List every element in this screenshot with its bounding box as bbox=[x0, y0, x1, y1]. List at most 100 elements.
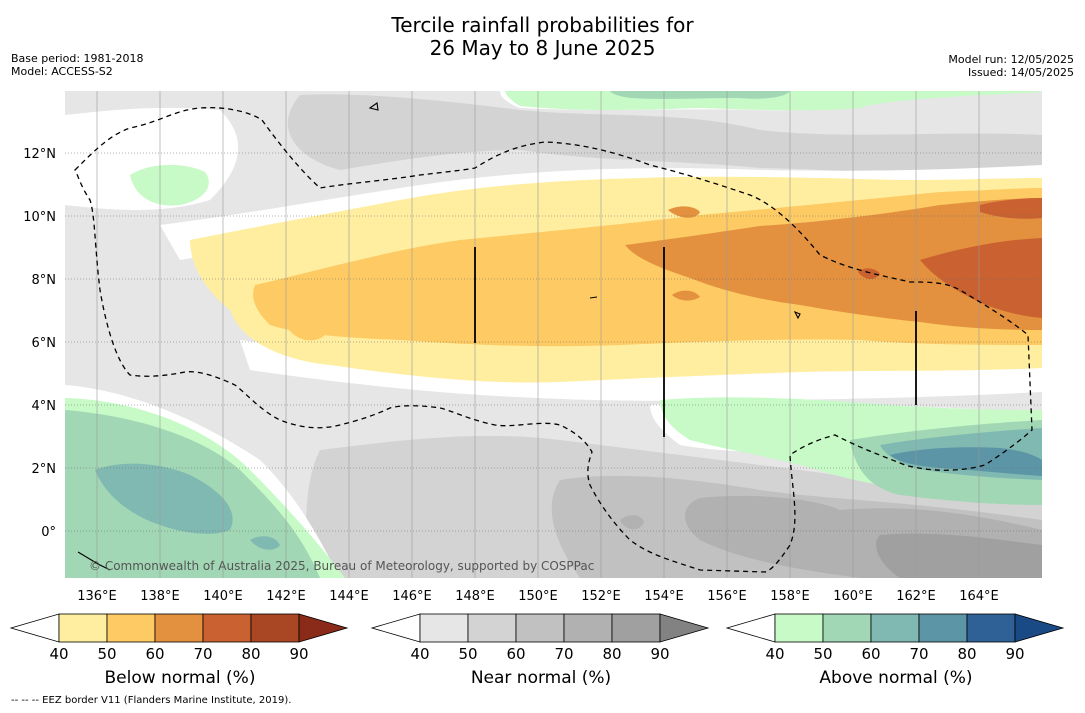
above-colorbar-tick-label: 80 bbox=[957, 645, 976, 663]
chart-title: Tercile rainfall probabilities for 26 Ma… bbox=[0, 14, 1085, 60]
lon-label-148e: 148°E bbox=[455, 589, 495, 604]
lat-label-2n: 2°N bbox=[32, 462, 57, 477]
eez-footnote: -- -- -- EEZ border V11 (Flanders Marine… bbox=[11, 695, 292, 706]
lon-label-140e: 140°E bbox=[203, 589, 243, 604]
lon-label-138e: 138°E bbox=[140, 589, 180, 604]
near-normal-patch-small bbox=[620, 515, 644, 530]
islands bbox=[77, 102, 801, 571]
meta-left: Base period: 1981-2018 Model: ACCESS-S2 bbox=[11, 52, 143, 78]
lon-label-154e: 154°E bbox=[644, 589, 684, 604]
near-colorbar-min-extend bbox=[370, 613, 421, 643]
island-sonsorol bbox=[368, 102, 379, 111]
below-normal-70-band bbox=[920, 238, 1042, 318]
above-colorbar-segment bbox=[918, 613, 968, 643]
near-colorbar-segment bbox=[611, 613, 661, 643]
lat-label-4n: 4°N bbox=[32, 399, 57, 414]
near-colorbar-tick-label: 60 bbox=[506, 645, 525, 663]
near-colorbar-segment bbox=[515, 613, 565, 643]
lon-label-152e: 152°E bbox=[581, 589, 621, 604]
colorbar-near-label: Near normal (%) bbox=[470, 668, 612, 688]
reference-lines bbox=[474, 247, 917, 437]
issued-text: Issued: 14/05/2025 bbox=[967, 66, 1074, 79]
near-colorbar-tick-label: 80 bbox=[602, 645, 621, 663]
above-colorbar-min-extend bbox=[725, 613, 776, 643]
above-colorbar-segment bbox=[774, 613, 824, 643]
below-colorbar-tick-label: 90 bbox=[289, 645, 308, 663]
lat-label-0: 0° bbox=[41, 525, 56, 540]
base-period-text: Base period: 1981-2018 bbox=[11, 52, 144, 65]
colorbar-above-normal: 40 50 60 70 80 90 bbox=[725, 613, 1065, 663]
colorbar-near-normal: 40 50 60 70 80 90 bbox=[370, 613, 710, 663]
below-colorbar-min-extend bbox=[9, 613, 60, 643]
map-panel bbox=[65, 91, 1042, 578]
near-colorbar-tick-label: 90 bbox=[650, 645, 669, 663]
lon-label-150e: 150°E bbox=[518, 589, 558, 604]
eez-border-palau-fsm-west bbox=[74, 106, 1033, 573]
below-normal-60-band bbox=[625, 198, 1042, 330]
above-normal-50-north bbox=[610, 91, 790, 99]
below-colorbar-segment bbox=[58, 613, 108, 643]
near-normal-50-north bbox=[287, 94, 1042, 176]
near-colorbar-segment bbox=[563, 613, 613, 643]
lon-label-156e: 156°E bbox=[707, 589, 747, 604]
lon-label-160e: 160°E bbox=[833, 589, 873, 604]
lat-label-6n: 6°N bbox=[32, 336, 57, 351]
colorbar-above-label: Above normal (%) bbox=[819, 668, 973, 688]
title-line-2: 26 May to 8 June 2025 bbox=[429, 36, 656, 60]
lon-label-158e: 158°E bbox=[770, 589, 810, 604]
above-normal-60-sw bbox=[95, 463, 233, 534]
lat-label-8n: 8°N bbox=[32, 273, 57, 288]
lon-axis-labels: 136°E 138°E 140°E 142°E 144°E 146°E 148°… bbox=[77, 589, 999, 604]
below-colorbar-tick-label: 60 bbox=[145, 645, 164, 663]
lon-label-164e: 164°E bbox=[959, 589, 999, 604]
lon-label-146e: 146°E bbox=[392, 589, 432, 604]
lon-label-144e: 144°E bbox=[329, 589, 369, 604]
title-line-1: Tercile rainfall probabilities for bbox=[391, 13, 694, 37]
below-colorbar-tick-label: 50 bbox=[97, 645, 116, 663]
near-colorbar-segment bbox=[467, 613, 517, 643]
above-colorbar-max-extend bbox=[1014, 613, 1065, 643]
near-colorbar-max-extend bbox=[659, 613, 710, 643]
island-marker-2 bbox=[589, 296, 598, 299]
above-normal-70-east bbox=[890, 447, 1042, 476]
island-marker-1 bbox=[793, 310, 801, 320]
lat-label-12n: 12°N bbox=[23, 147, 56, 162]
below-colorbar-segment bbox=[202, 613, 252, 643]
near-colorbar-tick-label: 70 bbox=[554, 645, 573, 663]
near-normal-80-patch bbox=[876, 533, 1042, 578]
below-normal-50-patch-2 bbox=[434, 255, 466, 277]
island-solomons bbox=[77, 551, 111, 571]
colorbar-below-label: Below normal (%) bbox=[104, 668, 256, 688]
above-normal-40-nw-patch bbox=[130, 164, 209, 206]
above-colorbar-segment bbox=[870, 613, 920, 643]
eez-borders bbox=[74, 106, 1033, 573]
gridlines bbox=[65, 152, 1042, 532]
above-colorbar-segment bbox=[966, 613, 1016, 643]
above-colorbar-tick-label: 90 bbox=[1005, 645, 1024, 663]
copyright-text: © Commonwealth of Australia 2025, Bureau… bbox=[89, 559, 594, 573]
above-colorbar-tick-label: 50 bbox=[813, 645, 832, 663]
lon-label-142e: 142°E bbox=[266, 589, 306, 604]
model-run-text: Model run: 12/05/2025 bbox=[948, 53, 1074, 66]
below-colorbar-max-extend bbox=[298, 613, 349, 643]
near-colorbar-tick-label: 40 bbox=[410, 645, 429, 663]
model-text: Model: ACCESS-S2 bbox=[11, 65, 113, 78]
near-colorbar-segment bbox=[419, 613, 469, 643]
below-colorbar-segment bbox=[106, 613, 156, 643]
above-colorbar-segment bbox=[822, 613, 872, 643]
meta-right: Model run: 12/05/2025 Issued: 14/05/2025 bbox=[948, 53, 1074, 79]
below-colorbar-tick-label: 70 bbox=[193, 645, 212, 663]
lon-label-162e: 162°E bbox=[896, 589, 936, 604]
above-colorbar-tick-label: 60 bbox=[861, 645, 880, 663]
below-normal-70-strip bbox=[980, 198, 1042, 219]
lat-axis-labels: 12°N 10°N 8°N 6°N 4°N 2°N 0° bbox=[23, 147, 56, 540]
below-normal-60-patch-2 bbox=[672, 290, 700, 301]
below-colorbar-segment bbox=[250, 613, 300, 643]
above-colorbar-tick-label: 40 bbox=[765, 645, 784, 663]
near-colorbar-tick-label: 50 bbox=[458, 645, 477, 663]
above-normal-60-sw-patch bbox=[250, 536, 280, 550]
lon-label-136e: 136°E bbox=[77, 589, 117, 604]
below-colorbar-tick-label: 80 bbox=[241, 645, 260, 663]
below-colorbar-tick-label: 40 bbox=[49, 645, 68, 663]
